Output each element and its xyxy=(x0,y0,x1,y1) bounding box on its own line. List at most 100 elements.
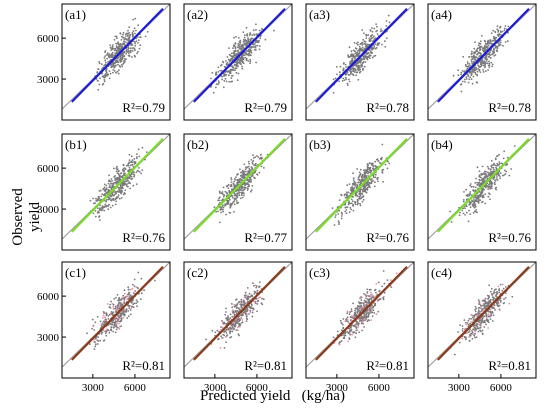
scatter-point xyxy=(466,198,468,200)
scatter-point xyxy=(134,163,136,165)
scatter-point xyxy=(372,315,374,317)
scatter-point xyxy=(502,175,504,177)
scatter-point xyxy=(244,310,246,312)
scatter-point xyxy=(134,33,136,35)
scatter-point xyxy=(220,347,222,349)
scatter-point xyxy=(369,54,371,56)
scatter-point xyxy=(127,164,129,166)
scatter-point xyxy=(504,28,506,30)
scatter-point xyxy=(343,62,345,64)
scatter-point xyxy=(104,81,106,83)
scatter-point xyxy=(241,46,243,48)
scatter-point xyxy=(231,316,233,318)
r2-label: R²=0.79 xyxy=(244,100,287,115)
scatter-point xyxy=(127,286,129,288)
scatter-point xyxy=(464,207,466,209)
scatter-point xyxy=(381,144,383,146)
scatter-point xyxy=(341,323,343,325)
scatter-points xyxy=(210,23,275,93)
scatter-point xyxy=(220,209,222,211)
scatter-point xyxy=(224,314,226,316)
scatter-point xyxy=(213,92,215,94)
scatter-point xyxy=(493,169,495,171)
scatter-point xyxy=(350,69,352,71)
scatter-point xyxy=(110,207,112,209)
scatter-point xyxy=(350,71,352,73)
scatter-point xyxy=(118,194,120,196)
scatter-point xyxy=(359,46,361,48)
scatter-point xyxy=(466,212,468,214)
scatter-point xyxy=(243,301,245,303)
scatter-point xyxy=(222,204,224,206)
scatter-point xyxy=(93,341,95,343)
scatter-point xyxy=(135,286,137,288)
scatter-point xyxy=(117,178,119,180)
scatter-point xyxy=(254,301,256,303)
scatter-point xyxy=(257,45,259,47)
scatter-point xyxy=(246,311,248,313)
scatter-point xyxy=(369,162,371,164)
scatter-point xyxy=(246,180,248,182)
scatter-point xyxy=(247,287,249,289)
scatter-point xyxy=(500,30,502,32)
scatter-point xyxy=(374,181,376,183)
scatter-point xyxy=(117,309,119,311)
scatter-point xyxy=(211,72,213,74)
scatter-point xyxy=(359,175,361,177)
scatter-point xyxy=(115,297,117,299)
scatter-point xyxy=(109,184,111,186)
scatter-point xyxy=(457,331,459,333)
scatter-point xyxy=(348,79,350,81)
scatter-point xyxy=(373,312,375,314)
scatter-point xyxy=(239,42,241,44)
scatter-point xyxy=(364,186,366,188)
scatter-point xyxy=(230,177,232,179)
scatter-point xyxy=(359,303,361,305)
scatter-point xyxy=(366,192,368,194)
scatter-point xyxy=(102,76,104,78)
scatter-point xyxy=(503,298,505,300)
scatter-point xyxy=(221,79,223,81)
scatter-point xyxy=(102,317,104,319)
scatter-point xyxy=(256,298,258,300)
scatter-point xyxy=(353,183,355,185)
scatter-point xyxy=(224,205,226,207)
scatter-point xyxy=(86,332,88,334)
scatter-point xyxy=(355,314,357,316)
scatter-point xyxy=(223,86,225,88)
scatter-point xyxy=(225,191,227,193)
scatter-point xyxy=(492,40,494,42)
scatter-point xyxy=(124,289,126,291)
scatter-point xyxy=(123,317,125,319)
scatter-point xyxy=(496,28,498,30)
scatter-point xyxy=(481,179,483,181)
scatter-point xyxy=(253,285,255,287)
scatter-point xyxy=(219,192,221,194)
scatter-point xyxy=(217,83,219,85)
scatter-point xyxy=(255,62,257,64)
scatter-point xyxy=(373,35,375,37)
scatter-point xyxy=(137,301,139,303)
scatter-point xyxy=(239,192,241,194)
scatter-point xyxy=(484,173,486,175)
scatter-point xyxy=(359,68,361,70)
scatter-point xyxy=(120,54,122,56)
scatter-point xyxy=(471,78,473,80)
scatter-point xyxy=(97,80,99,82)
scatter-point xyxy=(133,292,135,294)
scatter-point xyxy=(490,291,492,293)
scatter-point xyxy=(248,161,250,163)
scatter-point xyxy=(471,62,473,64)
scatter-point xyxy=(359,172,361,174)
scatter-point xyxy=(118,328,120,330)
scatter-point xyxy=(127,33,129,35)
scatter-point xyxy=(255,165,257,167)
scatter-point xyxy=(475,187,477,189)
scatter-point xyxy=(476,50,478,52)
scatter-point xyxy=(129,169,131,171)
scatter-point xyxy=(361,29,363,31)
scatter-point xyxy=(117,64,119,66)
scatter-point xyxy=(359,43,361,45)
scatter-point xyxy=(485,324,487,326)
scatter-point xyxy=(337,213,339,215)
